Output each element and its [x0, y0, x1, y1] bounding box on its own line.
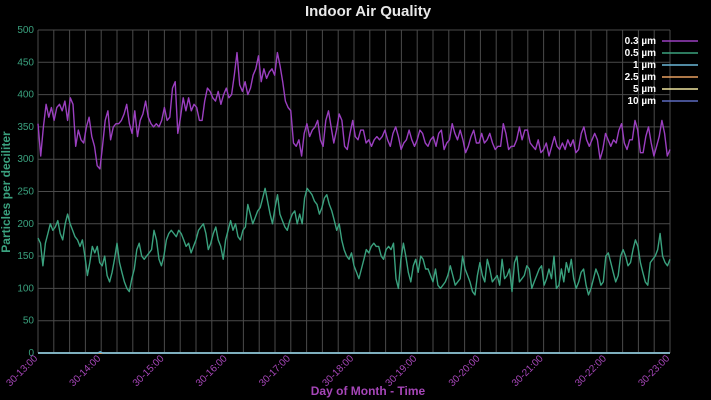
y-axis-label: Particles per deciliter — [0, 131, 13, 253]
y-tick-label: 100 — [17, 283, 34, 294]
x-tick-label: 30-23:00 — [636, 353, 672, 389]
y-tick-label: 0 — [28, 348, 34, 359]
x-tick-label: 30-15:00 — [131, 353, 167, 389]
y-tick-label: 450 — [17, 57, 34, 68]
y-axis-ticks: 0 50 100 150 200 250 300 350 400 450 500 — [17, 25, 34, 359]
series-line-0 — [37, 51, 671, 170]
x-tick-label: 30-20:00 — [447, 353, 483, 389]
y-tick-label: 350 — [17, 122, 34, 133]
y-tick-label: 150 — [17, 251, 34, 262]
x-tick-label: 30-17:00 — [257, 353, 293, 389]
legend-label-4: 5 µm — [633, 84, 656, 95]
grid — [37, 29, 671, 354]
legend-label-2: 1 µm — [633, 60, 656, 71]
y-tick-label: 500 — [17, 25, 34, 36]
y-tick-label: 300 — [17, 154, 34, 165]
series-line-2 — [38, 351, 670, 354]
legend-label-5: 10 µm — [627, 96, 656, 107]
x-axis-label: Day of Month - Time — [311, 384, 426, 398]
series-line-1 — [37, 187, 671, 296]
y-tick-label: 250 — [17, 187, 34, 198]
y-tick-label: 200 — [17, 219, 34, 230]
legend-label-1: 0.5 µm — [625, 48, 656, 59]
legend-label-3: 2.5 µm — [625, 72, 656, 83]
series-lines — [37, 51, 671, 354]
y-tick-label: 50 — [23, 316, 35, 327]
x-tick-label: 30-21:00 — [510, 353, 546, 389]
x-tick-label: 30-14:00 — [68, 353, 104, 389]
x-tick-label: 30-13:00 — [4, 353, 40, 389]
y-tick-label: 400 — [17, 90, 34, 101]
legend-label-0: 0.3 µm — [625, 36, 656, 47]
x-tick-label: 30-16:00 — [194, 353, 230, 389]
x-tick-label: 30-22:00 — [573, 353, 609, 389]
chart-title: Indoor Air Quality — [305, 3, 432, 20]
